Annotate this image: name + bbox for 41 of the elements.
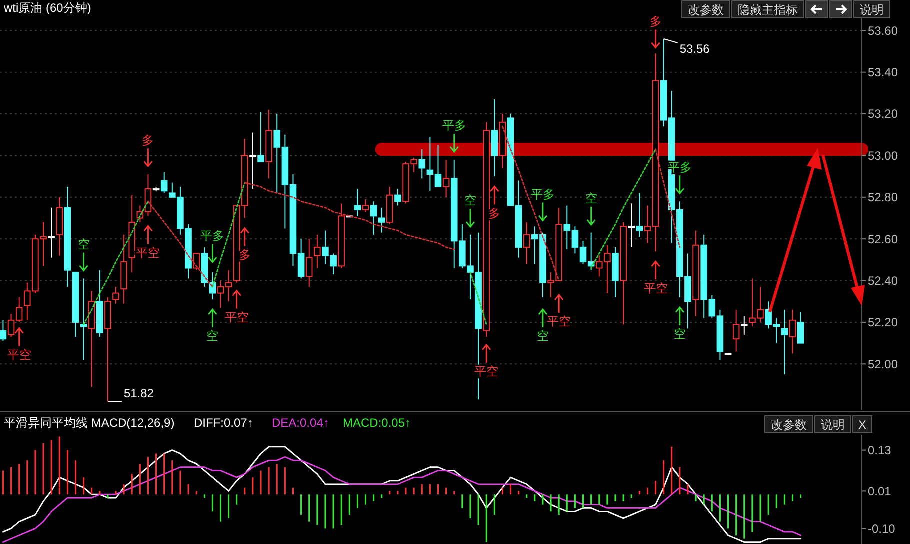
y-tick-label: 52.60 bbox=[868, 232, 898, 246]
annotation: 改参数 bbox=[688, 3, 724, 17]
data-label: 平多 bbox=[200, 229, 225, 244]
y-tick-label: 53.20 bbox=[868, 107, 898, 122]
data-label: 空 bbox=[78, 237, 90, 252]
data-label: 空 bbox=[464, 194, 476, 208]
data-label: 空 bbox=[536, 329, 549, 344]
data-label: 平多 bbox=[442, 118, 466, 133]
text: 改参数 bbox=[771, 418, 807, 432]
data-label: 空 bbox=[585, 192, 598, 206]
y-tick-label: 52.20 bbox=[868, 316, 898, 330]
y-tick-label: 53.40 bbox=[868, 66, 898, 80]
y-tick-label: 52.00 bbox=[868, 357, 898, 372]
chart-title: 平滑异同平均线 MACD(12,26,9) bbox=[4, 416, 175, 430]
text: X bbox=[858, 418, 867, 432]
text: 说明 bbox=[860, 3, 884, 17]
data-label: 空 bbox=[206, 329, 219, 344]
data-label: 平空 bbox=[7, 348, 32, 362]
y-tick-label: 52.40 bbox=[868, 274, 898, 288]
text: MACD:0.05↑ bbox=[343, 416, 412, 430]
series-label: DIFF:0.07↑ bbox=[194, 416, 254, 430]
y-tick-label: -0.10 bbox=[868, 522, 896, 536]
text: DEA:0.04↑ bbox=[272, 416, 330, 430]
y-tick-label: 52.80 bbox=[868, 190, 898, 205]
text: 说明 bbox=[821, 418, 845, 432]
annotation: 隐藏主指标 bbox=[738, 3, 798, 17]
y-tick-label: 0.01 bbox=[868, 484, 892, 498]
y-tick-label: 53.60 bbox=[868, 24, 898, 38]
y-tick-label: 53.00 bbox=[868, 148, 898, 163]
data-label: 平空 bbox=[136, 246, 160, 260]
y-tick-label: 0.13 bbox=[868, 444, 892, 458]
annotation: 51.82 bbox=[124, 386, 154, 401]
data-label: 平多 bbox=[530, 187, 555, 202]
data-label: 平空 bbox=[224, 310, 249, 324]
data-label: 多 bbox=[142, 133, 154, 148]
chart-title: wti原油 (60分钟) bbox=[3, 1, 92, 15]
annotation: 53.56 bbox=[680, 42, 710, 56]
data-label: 平空 bbox=[644, 281, 668, 296]
data-label: 平空 bbox=[547, 314, 572, 329]
data-label: 空 bbox=[674, 327, 686, 342]
data-label: 多 bbox=[650, 14, 662, 28]
